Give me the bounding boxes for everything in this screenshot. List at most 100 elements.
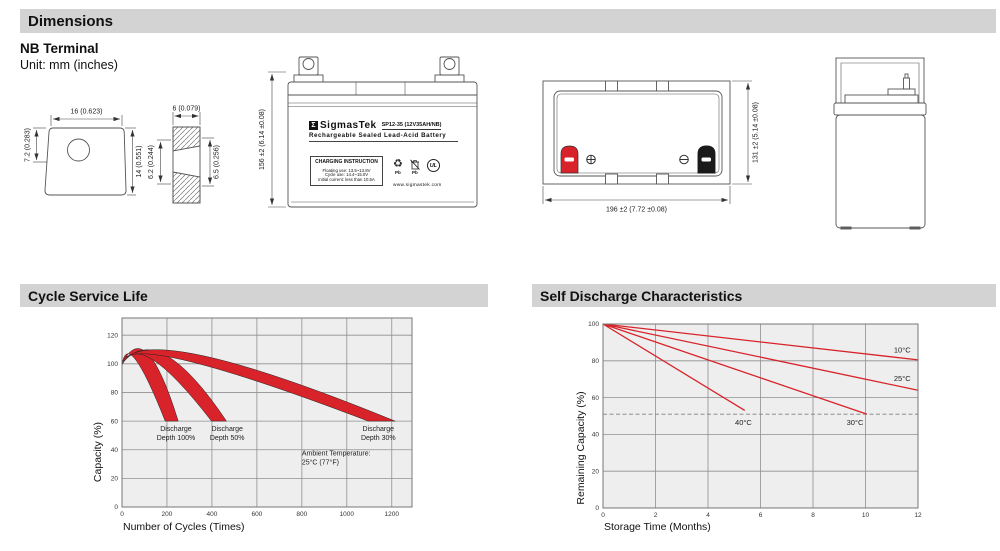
self-discharge-chart: 10°C 25°C 30°C 40°C 0 2 4 6 8 10 12 0 20 40 60 80 100 Sto… <box>575 321 922 533</box>
battery-terminal-post-right <box>439 56 460 76</box>
x-tick-label: 10 <box>862 512 870 519</box>
ul-mark-icon: UL <box>426 159 440 172</box>
x-tick-label: 1200 <box>385 511 400 518</box>
battery-top-dimensions: 196 ±2 (7.72 ±0.08) 131 ±2 (5.14 ±0.08) <box>542 80 760 214</box>
battery-top-tab <box>605 173 618 185</box>
y-tick-label: 40 <box>111 447 119 454</box>
y-tick-label: 0 <box>595 505 599 512</box>
charging-line: Cycle use: 14.4~15.0V <box>324 172 369 178</box>
series-label: 30°C <box>847 418 864 427</box>
negative-terminal-symbol <box>679 154 689 165</box>
battery-top-tab <box>605 80 618 92</box>
website-url: www.sigmastek.com <box>393 183 442 188</box>
side-terminal-post-tip <box>904 73 909 79</box>
annotation: Discharge <box>363 426 395 433</box>
label-compliance-icons: ♻ Pb Pb UL <box>393 159 440 175</box>
charging-title: CHARGING INSTRUCTION <box>315 159 378 165</box>
y-tick-label: 100 <box>588 321 599 328</box>
x-tick-label: 6 <box>759 512 763 519</box>
y-tick-label: 100 <box>107 361 118 368</box>
terminal-section-outline <box>172 126 201 204</box>
charging-line: Floating use: 13.5~13.8V <box>322 167 371 173</box>
x-tick-label: 4 <box>706 512 710 519</box>
series-label: 25°C <box>894 374 911 383</box>
battery-top-view <box>542 80 731 185</box>
battery-top-tab <box>656 80 669 92</box>
battery-terminal-post-left <box>298 56 319 76</box>
dim-terminal-slot-right: 6.5 (0.256) <box>214 145 221 179</box>
x-tick-label: 200 <box>162 511 173 518</box>
annotation: Depth 50% <box>210 435 245 442</box>
series-line-30-c <box>602 323 868 415</box>
pb-no-trash-icon: Pb <box>410 159 420 175</box>
label-brand-row: Σ SigmasTek SP12-35 (12V35AH/NB) <box>309 120 458 131</box>
terminal-front-view <box>44 127 127 196</box>
x-tick-label: 800 <box>296 511 307 518</box>
x-tick-label: 400 <box>206 511 217 518</box>
charging-line: Initial current: less than 10.5A <box>318 177 375 183</box>
section-header-self-discharge: Self Discharge Characteristics <box>532 284 996 307</box>
negative-terminal-slot <box>701 157 711 162</box>
y-tick-label: 20 <box>111 476 119 483</box>
band-discharge-depth-30- <box>121 349 396 422</box>
battery-front-view <box>287 56 478 208</box>
dim-terminal-slot-left: 6.2 (0.244) <box>148 145 155 179</box>
annotation: Ambient Temperature: <box>302 450 371 457</box>
x-tick-label: 8 <box>811 512 815 519</box>
x-tick-label: 0 <box>601 512 605 519</box>
section-title: Cycle Service Life <box>28 287 148 304</box>
x-tick-label: 600 <box>251 511 262 518</box>
series-line-40-c <box>602 323 746 412</box>
x-axis-label: Storage Time (Months) <box>604 521 711 533</box>
battery-side-view <box>833 57 927 230</box>
y-axis-label: Capacity (%) <box>92 422 104 482</box>
brand-name: SigmasTek <box>320 120 377 131</box>
positive-terminal-symbol <box>586 154 596 165</box>
dim-battery-height: 156 ±2 (6.14 ±0.08) <box>259 109 266 170</box>
plot-border <box>602 323 919 509</box>
annotation: Discharge <box>160 426 192 433</box>
sigmastek-logo-icon: Σ <box>309 121 318 130</box>
plot-border <box>121 317 413 508</box>
pb-recycle-icon: ♻ Pb <box>393 158 403 176</box>
series-line-10-c <box>602 323 919 361</box>
dim-terminal-upper-height: 7.2 (0.283) <box>25 128 32 162</box>
battery-terminal-post-right-flange <box>434 74 465 83</box>
battery-front-dimensions: 156 ±2 (6.14 ±0.08) <box>259 71 286 208</box>
side-terminal-housing <box>835 57 925 104</box>
terminal-bolt-hole <box>67 138 90 162</box>
side-foot <box>840 226 852 230</box>
y-tick-label: 80 <box>592 358 600 365</box>
y-tick-label: 60 <box>111 418 119 425</box>
annotation: 25°C (77°F) <box>302 458 339 466</box>
y-axis-label: Remaining Capacity (%) <box>575 391 587 504</box>
battery-terminal-post-left-hole <box>302 58 315 70</box>
battery-top-inner-rim <box>553 90 723 177</box>
positive-terminal-slot <box>564 157 574 162</box>
terminal-type-label: NB Terminal <box>20 41 99 56</box>
battery-case-side <box>835 114 926 229</box>
x-tick-label: 1000 <box>340 511 355 518</box>
band-discharge-depth-100- <box>121 348 179 422</box>
battery-terminal-post-left-flange <box>293 74 324 83</box>
y-tick-label: 80 <box>111 390 119 397</box>
battery-terminal-post-right-hole <box>443 58 456 70</box>
terminal-side-dimensions: 6 (0.079) 6.2 (0.244) 6.5 (0.256) <box>148 106 221 187</box>
battery-case-front <box>287 81 478 208</box>
battery-type-line: Rechargeable Sealed Lead-Acid Battery <box>309 132 458 142</box>
battery-top-inner-rim2 <box>556 93 720 174</box>
annotation: Discharge <box>211 426 243 433</box>
y-tick-label: 0 <box>114 504 118 511</box>
series-label: 40°C <box>735 418 752 427</box>
terminal-section-hatch-bottom <box>172 171 201 204</box>
dim-terminal-thickness: 6 (0.079) <box>172 106 200 113</box>
section-header-cycle-service-life: Cycle Service Life <box>20 284 488 307</box>
dim-battery-length: 196 ±2 (7.72 ±0.08) <box>606 207 667 214</box>
series-label: 10°C <box>894 346 911 355</box>
battery-label: Σ SigmasTek SP12-35 (12V35AH/NB) Recharg… <box>309 121 458 191</box>
annotation: Depth 30% <box>361 435 396 442</box>
terminal-side-view <box>172 126 201 204</box>
x-tick-label: 12 <box>914 512 922 519</box>
